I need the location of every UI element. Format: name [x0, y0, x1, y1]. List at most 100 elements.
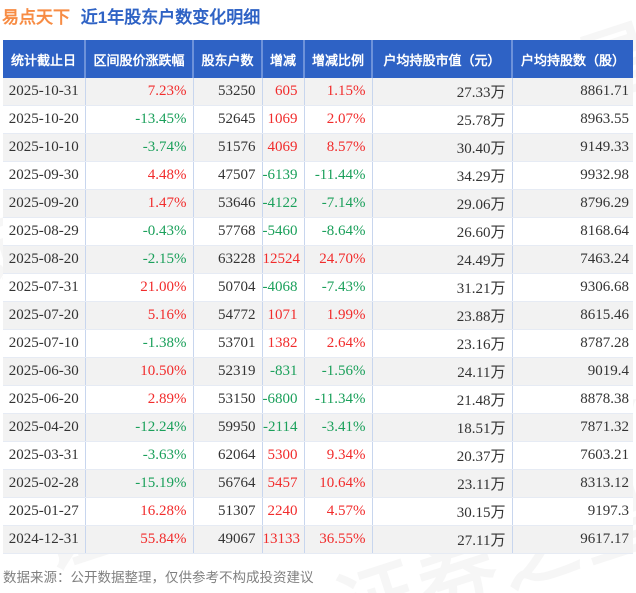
- cell-delta-pct: -7.14%: [304, 189, 373, 218]
- cell-avg-shares: 9932.98: [512, 161, 633, 190]
- column-header-price-change: 区间股价涨跌幅: [85, 40, 194, 78]
- column-header-avg-shares: 户均持股数（股）: [512, 40, 633, 78]
- cell-avg-shares: 7463.24: [512, 245, 633, 274]
- cell-delta-pct: 9.34%: [304, 441, 373, 470]
- cell-delta-pct: 8.57%: [304, 133, 373, 162]
- cell-date: 2025-01-27: [3, 497, 86, 526]
- cell-delta-pct: 2.07%: [304, 105, 373, 134]
- table-row: 2025-06-30 10.50% 52319 -831 -1.56% 24.11万 901…: [3, 357, 633, 386]
- cell-delta: -4122: [262, 189, 305, 218]
- column-header-date: 统计截止日: [3, 40, 86, 78]
- cell-delta: 13133: [262, 525, 305, 554]
- cell-avg-value: 26.60万: [372, 217, 513, 246]
- cell-avg-value: 18.51万: [372, 413, 513, 442]
- cell-avg-shares: 9617.17: [512, 525, 633, 554]
- cell-avg-shares: 8787.28: [512, 329, 633, 358]
- cell-date: 2025-10-20: [3, 105, 86, 134]
- cell-holders: 51307: [193, 497, 263, 526]
- column-header-delta-pct: 增减比例: [304, 40, 373, 78]
- cell-holders: 57768: [193, 217, 263, 246]
- table-row: 2025-08-29 -0.43% 57768 -5460 -8.64% 26.60万 81…: [3, 217, 633, 246]
- cell-date: 2025-04-20: [3, 413, 86, 442]
- cell-price-change: 55.84%: [85, 525, 194, 554]
- cell-avg-value: 25.78万: [372, 105, 513, 134]
- cell-delta-pct: -7.43%: [304, 273, 373, 302]
- cell-delta-pct: -3.41%: [304, 413, 373, 442]
- cell-holders: 50704: [193, 273, 263, 302]
- cell-delta: 2240: [262, 497, 305, 526]
- cell-price-change: 7.23%: [85, 78, 194, 106]
- cell-avg-shares: 8796.29: [512, 189, 633, 218]
- cell-delta-pct: 1.15%: [304, 78, 373, 106]
- table-row: 2025-07-31 21.00% 50704 -4068 -7.43% 31.21万 93…: [3, 273, 633, 302]
- column-header-holders: 股东户数: [193, 40, 263, 78]
- data-source-note: 数据来源：公开数据整理，仅供参考不构成投资建议: [3, 570, 314, 585]
- cell-delta-pct: 2.64%: [304, 329, 373, 358]
- cell-holders: 54772: [193, 301, 263, 330]
- table-row: 2025-01-27 16.28% 51307 2240 4.57% 30.15万 9197…: [3, 497, 633, 526]
- cell-avg-shares: 8963.55: [512, 105, 633, 134]
- cell-delta: -6139: [262, 161, 305, 190]
- cell-delta: 1069: [262, 105, 305, 134]
- cell-avg-value: 24.49万: [372, 245, 513, 274]
- cell-price-change: -15.19%: [85, 469, 194, 498]
- table-row: 2025-10-10 -3.74% 51576 4069 8.57% 30.40万 9149…: [3, 133, 633, 162]
- cell-price-change: 1.47%: [85, 189, 194, 218]
- shareholder-table: 统计截止日 区间股价涨跌幅 股东户数 增减 增减比例 户均持股市值（元） 户均持…: [3, 40, 633, 554]
- cell-avg-value: 23.16万: [372, 329, 513, 358]
- cell-price-change: -12.24%: [85, 413, 194, 442]
- cell-avg-shares: 9306.68: [512, 273, 633, 302]
- report-title: 近1年股东户数变化明细: [80, 8, 261, 27]
- cell-avg-shares: 8168.64: [512, 217, 633, 246]
- cell-avg-shares: 7871.32: [512, 413, 633, 442]
- cell-price-change: 21.00%: [85, 273, 194, 302]
- table-row: 2025-08-20 -2.15% 63228 12524 24.70% 24.49万 74…: [3, 245, 633, 274]
- cell-price-change: 10.50%: [85, 357, 194, 386]
- cell-date: 2025-06-30: [3, 357, 86, 386]
- cell-delta: -2114: [262, 413, 305, 442]
- cell-delta: -831: [262, 357, 305, 386]
- cell-avg-value: 27.11万: [372, 525, 513, 554]
- cell-holders: 62064: [193, 441, 263, 470]
- cell-delta: 5300: [262, 441, 305, 470]
- table-row: 2025-09-30 4.48% 47507 -6139 -11.44% 34.29万 99…: [3, 161, 633, 190]
- cell-avg-shares: 7603.21: [512, 441, 633, 470]
- table-header-row: 统计截止日 区间股价涨跌幅 股东户数 增减 增减比例 户均持股市值（元） 户均持…: [3, 40, 633, 78]
- cell-date: 2024-12-31: [3, 525, 86, 554]
- cell-delta: 1382: [262, 329, 305, 358]
- cell-price-change: -3.74%: [85, 133, 194, 162]
- cell-delta: 12524: [262, 245, 305, 274]
- cell-price-change: -3.63%: [85, 441, 194, 470]
- cell-date: 2025-02-28: [3, 469, 86, 498]
- cell-price-change: -2.15%: [85, 245, 194, 274]
- cell-delta-pct: -8.64%: [304, 217, 373, 246]
- cell-delta: 5457: [262, 469, 305, 498]
- cell-holders: 51576: [193, 133, 263, 162]
- table-row: 2025-06-20 2.89% 53150 -6800 -11.34% 21.48万 88…: [3, 385, 633, 414]
- cell-avg-value: 27.33万: [372, 78, 513, 106]
- cell-date: 2025-07-20: [3, 301, 86, 330]
- cell-holders: 52645: [193, 105, 263, 134]
- cell-delta-pct: 24.70%: [304, 245, 373, 274]
- cell-price-change: 5.16%: [85, 301, 194, 330]
- cell-date: 2025-08-20: [3, 245, 86, 274]
- cell-price-change: -1.38%: [85, 329, 194, 358]
- table-row: 2025-03-31 -3.63% 62064 5300 9.34% 20.37万 7603…: [3, 441, 633, 470]
- cell-delta-pct: -11.34%: [304, 385, 373, 414]
- cell-delta: 1071: [262, 301, 305, 330]
- cell-delta: -5460: [262, 217, 305, 246]
- cell-avg-value: 23.88万: [372, 301, 513, 330]
- cell-date: 2025-07-10: [3, 329, 86, 358]
- cell-avg-value: 20.37万: [372, 441, 513, 470]
- cell-date: 2025-10-10: [3, 133, 86, 162]
- cell-avg-shares: 9019.4: [512, 357, 633, 386]
- cell-avg-shares: 8878.38: [512, 385, 633, 414]
- cell-avg-value: 24.11万: [372, 357, 513, 386]
- cell-date: 2025-03-31: [3, 441, 86, 470]
- cell-delta-pct: 10.64%: [304, 469, 373, 498]
- table-row: 2025-07-20 5.16% 54772 1071 1.99% 23.88万 8615.…: [3, 301, 633, 330]
- table-row: 2025-10-20 -13.45% 52645 1069 2.07% 25.78万 896…: [3, 105, 633, 134]
- cell-avg-value: 30.15万: [372, 497, 513, 526]
- cell-avg-value: 31.21万: [372, 273, 513, 302]
